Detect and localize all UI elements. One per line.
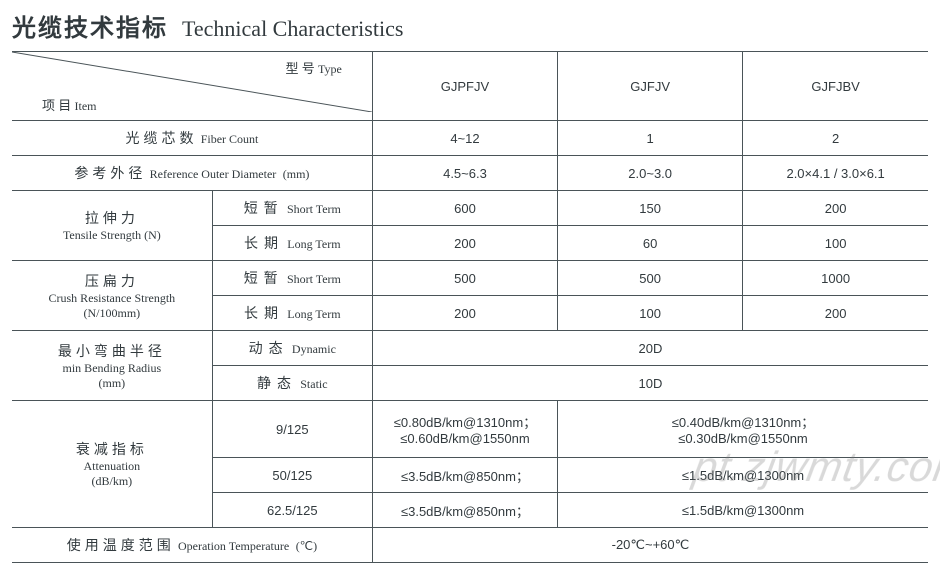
atten-cn: 衰减指标 bbox=[18, 439, 206, 459]
atten-r3-sub: 62.5/125 bbox=[212, 493, 372, 528]
row-fiber-count: 光缆芯数 Fiber Count 4~12 1 2 bbox=[12, 121, 928, 156]
tensile-long-v2: 60 bbox=[558, 226, 743, 261]
temp-en: Operation Temperature bbox=[178, 539, 289, 553]
header-item-cn: 项 目 bbox=[42, 98, 71, 113]
row-outer-diameter: 参考外径 Reference Outer Diameter (mm) 4.5~6… bbox=[12, 156, 928, 191]
header-item-en: Item bbox=[75, 99, 97, 113]
bend-stat-val: 10D bbox=[372, 366, 928, 401]
atten-r1-c1: ≤0.80dB/km@1310nm； ≤0.60dB/km@1550nm bbox=[372, 401, 557, 458]
tensile-long-v3: 100 bbox=[743, 226, 928, 261]
title-cn: 光缆技术指标 bbox=[12, 8, 168, 43]
crush-en: Crush Resistance Strength bbox=[18, 291, 206, 306]
crush-short-v2: 500 bbox=[558, 261, 743, 296]
fiber-count-v1: 4~12 bbox=[372, 121, 557, 156]
tensile-short-en: Short Term bbox=[287, 202, 341, 216]
header-item-type-cell: 型 号 Type 项 目 Item bbox=[12, 52, 372, 121]
fiber-count-v3: 2 bbox=[743, 121, 928, 156]
tensile-long-cn: 长期 bbox=[244, 237, 284, 252]
fiber-count-v2: 1 bbox=[558, 121, 743, 156]
crush-short-v3: 1000 bbox=[743, 261, 928, 296]
outer-dia-v2: 2.0~3.0 bbox=[558, 156, 743, 191]
col-header-2: GJFJV bbox=[558, 52, 743, 121]
col-header-1: GJPFJV bbox=[372, 52, 557, 121]
atten-r3-c1: ≤3.5dB/km@850nm； bbox=[372, 493, 557, 528]
atten-r1-sub: 9/125 bbox=[212, 401, 372, 458]
tensile-long-en: Long Term bbox=[287, 237, 340, 251]
tensile-en: Tensile Strength (N) bbox=[18, 228, 206, 243]
bend-dyn-cn: 动态 bbox=[249, 342, 289, 357]
atten-r3-c23: ≤1.5dB/km@1300nm bbox=[558, 493, 928, 528]
row-tensile-short: 拉伸力 Tensile Strength (N) 短暂 Short Term 6… bbox=[12, 191, 928, 226]
temp-cn: 使用温度范围 bbox=[67, 539, 175, 554]
row-bend-dynamic: 最小弯曲半径 min Bending Radius (mm) 动态 Dynami… bbox=[12, 331, 928, 366]
crush-long-v3: 200 bbox=[743, 296, 928, 331]
outer-dia-v3: 2.0×4.1 / 3.0×6.1 bbox=[743, 156, 928, 191]
col-header-3: GJFJBV bbox=[743, 52, 928, 121]
bend-unit: (mm) bbox=[18, 376, 206, 391]
crush-long-v1: 200 bbox=[372, 296, 557, 331]
atten-r1-c23: ≤0.40dB/km@1310nm； ≤0.30dB/km@1550nm bbox=[558, 401, 928, 458]
outer-dia-v1: 4.5~6.3 bbox=[372, 156, 557, 191]
fiber-count-en: Fiber Count bbox=[201, 132, 259, 146]
temp-unit: (℃) bbox=[296, 539, 317, 553]
crush-long-cn: 长期 bbox=[244, 307, 284, 322]
bend-stat-cn: 静态 bbox=[257, 377, 297, 392]
row-temperature: 使用温度范围 Operation Temperature (℃) -20℃~+6… bbox=[12, 528, 928, 563]
crush-unit: (N/100mm) bbox=[18, 306, 206, 321]
bend-cn: 最小弯曲半径 bbox=[18, 341, 206, 361]
atten-r2-sub: 50/125 bbox=[212, 458, 372, 493]
tensile-cn: 拉伸力 bbox=[18, 208, 206, 228]
tensile-short-v2: 150 bbox=[558, 191, 743, 226]
header-type-en: Type bbox=[318, 62, 342, 76]
tensile-long-v1: 200 bbox=[372, 226, 557, 261]
tensile-short-v1: 600 bbox=[372, 191, 557, 226]
outer-dia-en: Reference Outer Diameter bbox=[150, 167, 277, 181]
bend-en: min Bending Radius bbox=[18, 361, 206, 376]
temp-val: -20℃~+60℃ bbox=[372, 528, 928, 563]
crush-short-v1: 500 bbox=[372, 261, 557, 296]
crush-long-v2: 100 bbox=[558, 296, 743, 331]
atten-r2-c1: ≤3.5dB/km@850nm； bbox=[372, 458, 557, 493]
atten-r2-c23: ≤1.5dB/km@1300nm bbox=[558, 458, 928, 493]
outer-dia-cn: 参考外径 bbox=[74, 167, 146, 182]
bend-dyn-en: Dynamic bbox=[292, 342, 336, 356]
outer-dia-unit: (mm) bbox=[283, 167, 310, 181]
page-title: 光缆技术指标 Technical Characteristics bbox=[12, 8, 928, 43]
tensile-short-cn: 短暂 bbox=[244, 202, 284, 217]
crush-long-en: Long Term bbox=[287, 307, 340, 321]
row-atten-1: 衰减指标 Attenuation (dB/km) 9/125 ≤0.80dB/k… bbox=[12, 401, 928, 458]
table-header-row: 型 号 Type 项 目 Item GJPFJV GJFJV GJFJBV bbox=[12, 52, 928, 121]
title-en: Technical Characteristics bbox=[182, 16, 403, 42]
fiber-count-cn: 光缆芯数 bbox=[125, 132, 197, 147]
tensile-short-v3: 200 bbox=[743, 191, 928, 226]
bend-stat-en: Static bbox=[300, 377, 327, 391]
atten-unit: (dB/km) bbox=[18, 474, 206, 489]
crush-short-en: Short Term bbox=[287, 272, 341, 286]
crush-short-cn: 短暂 bbox=[244, 272, 284, 287]
row-crush-short: 压扁力 Crush Resistance Strength (N/100mm) … bbox=[12, 261, 928, 296]
atten-en: Attenuation bbox=[18, 459, 206, 474]
header-type-cn: 型 号 bbox=[286, 61, 315, 76]
crush-cn: 压扁力 bbox=[18, 271, 206, 291]
spec-table: 型 号 Type 项 目 Item GJPFJV GJFJV GJFJBV 光缆… bbox=[12, 51, 928, 563]
bend-dyn-val: 20D bbox=[372, 331, 928, 366]
